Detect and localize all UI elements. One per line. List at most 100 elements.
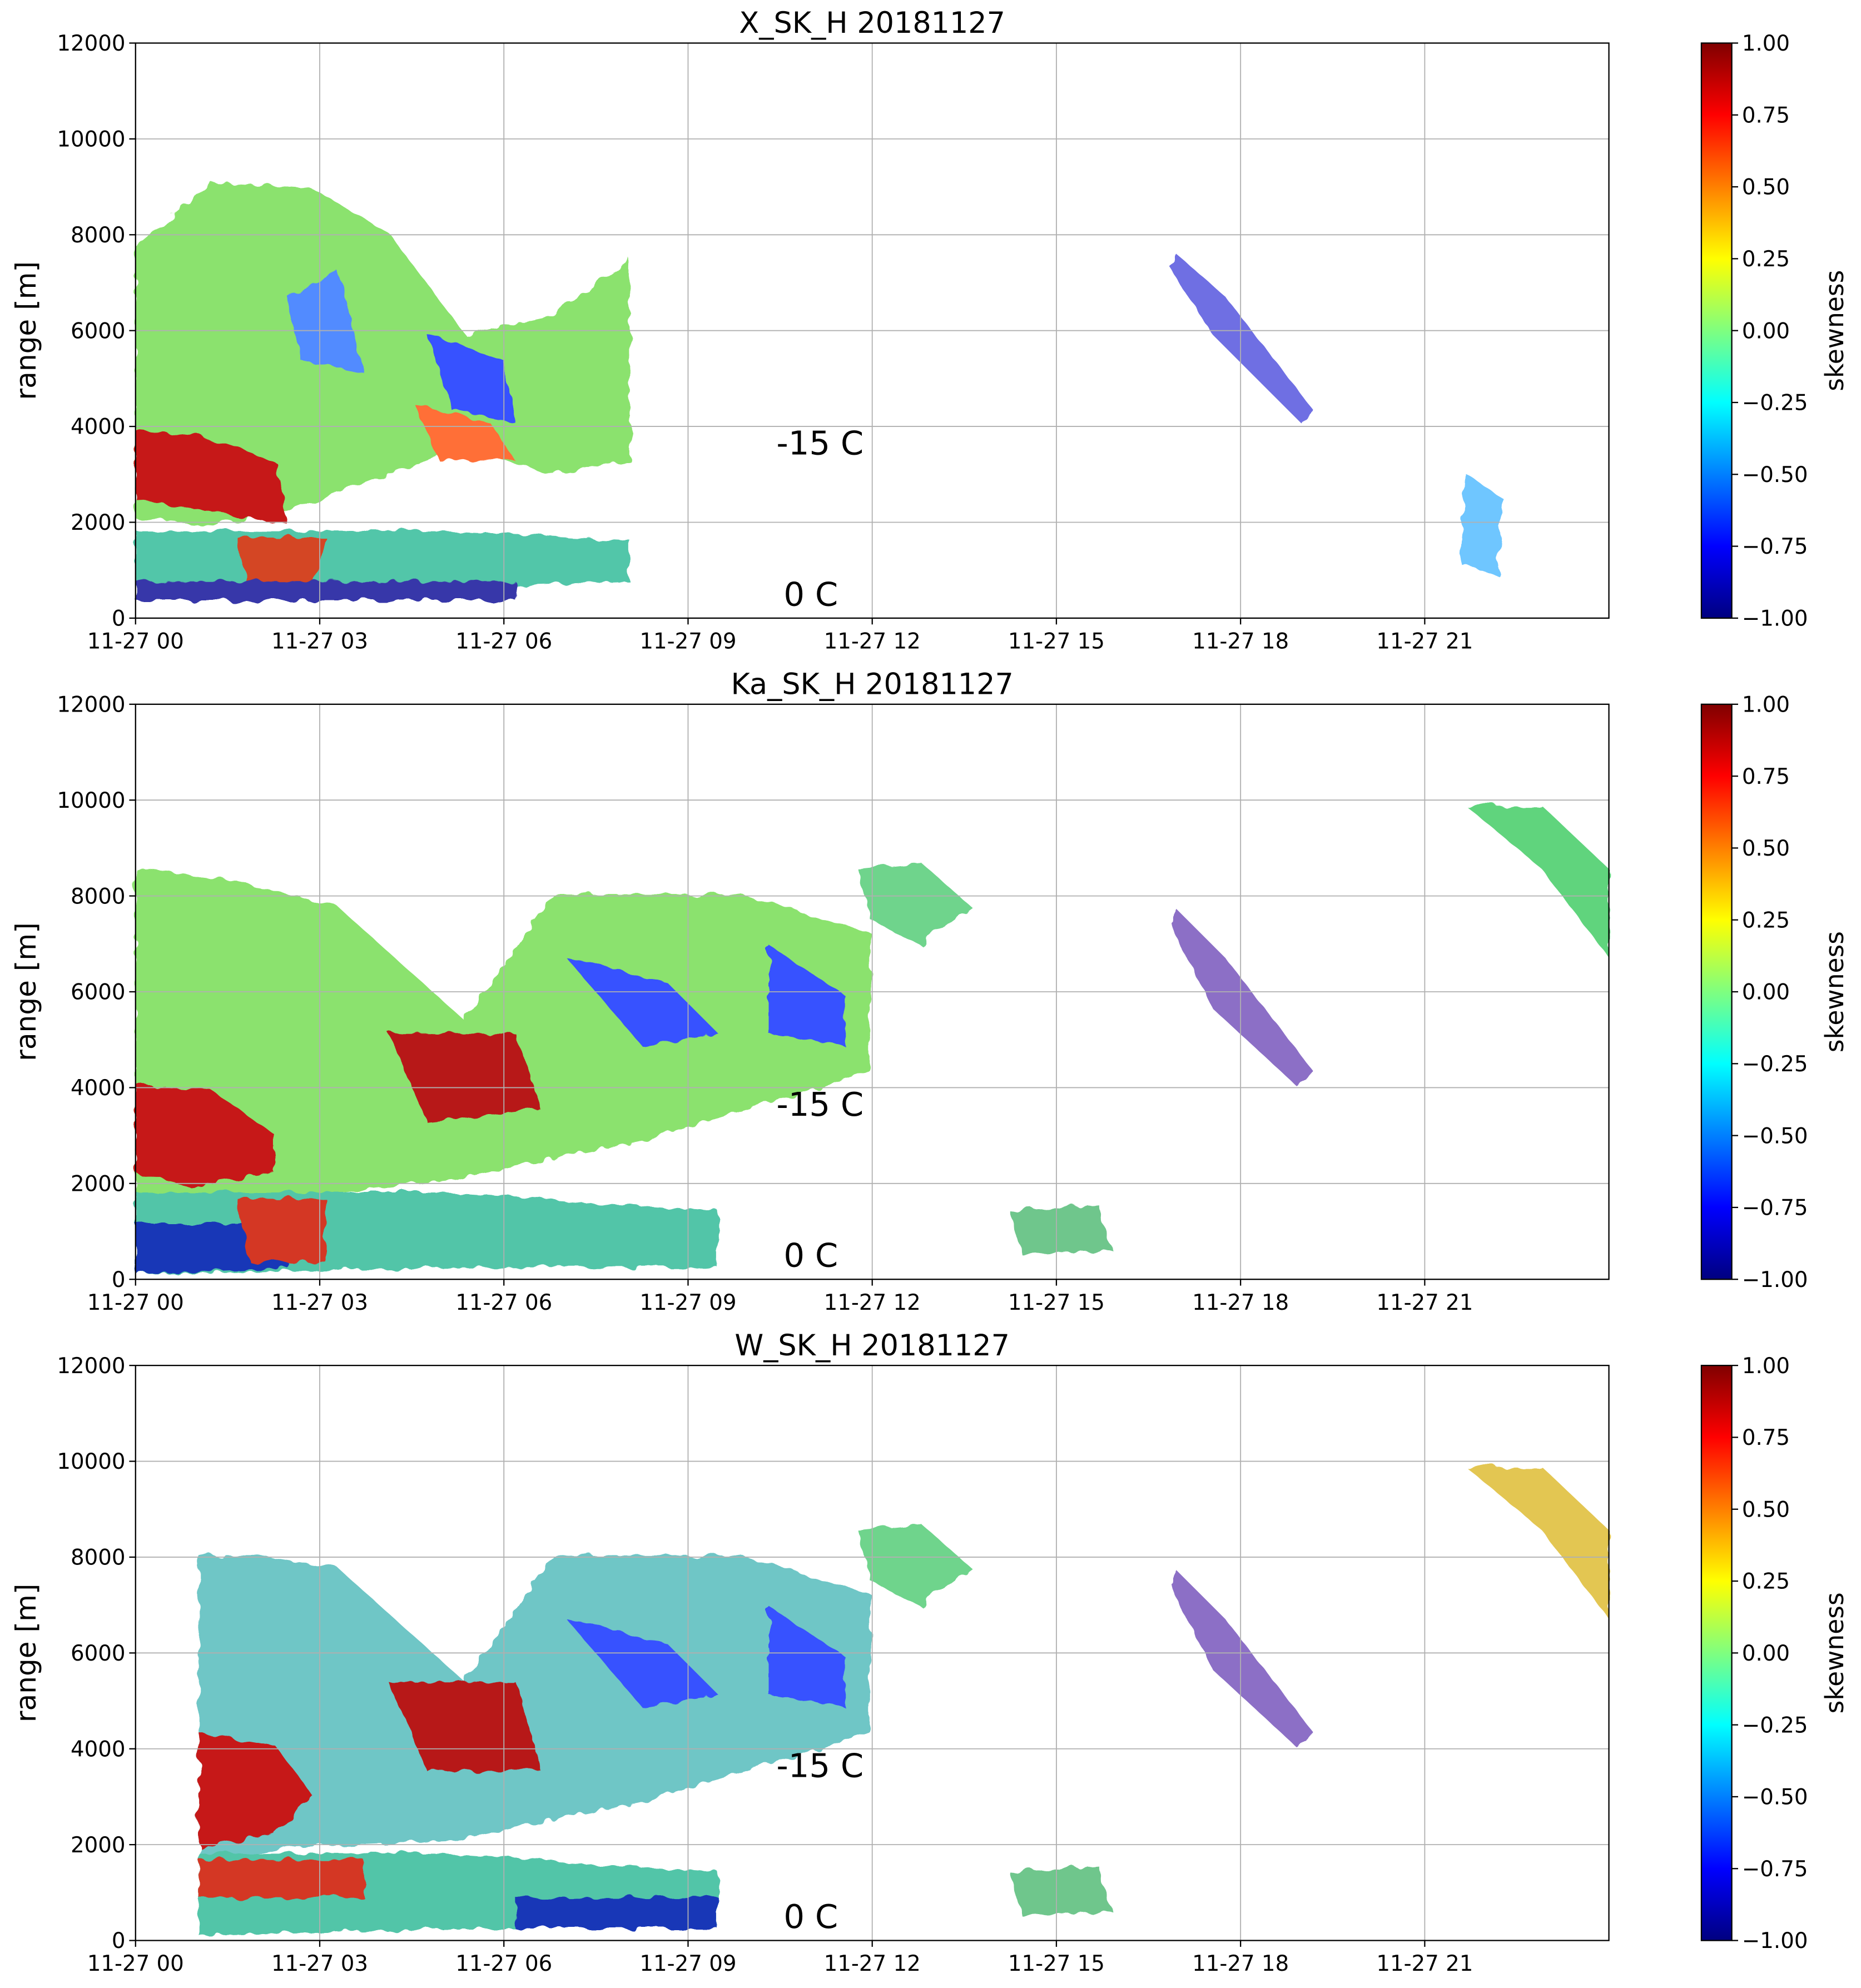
colorbar-tick-label: 0.25 bbox=[1742, 247, 1790, 272]
echo-region bbox=[1466, 1467, 1609, 1619]
echo-region bbox=[135, 1084, 275, 1186]
colorbar-tick-label: −1.00 bbox=[1742, 1929, 1808, 1954]
plot-frame bbox=[135, 703, 1610, 1280]
y-tick-label: 4000 bbox=[71, 1737, 126, 1762]
colorbar-tick-label: −0.25 bbox=[1742, 1052, 1808, 1077]
x-tick-label: 11-27 12 bbox=[824, 1290, 921, 1315]
y-tick-label: 10000 bbox=[57, 1449, 125, 1474]
isotherm-label: 0 C bbox=[783, 1897, 838, 1936]
x-tick-label: 11-27 12 bbox=[824, 1951, 921, 1976]
colorbar-tick-label: 0.50 bbox=[1742, 836, 1790, 861]
y-tick-label: 12000 bbox=[57, 692, 125, 717]
colorbar-tick-label: 0.00 bbox=[1742, 1641, 1790, 1666]
colorbar-tick-label: 1.00 bbox=[1742, 31, 1790, 56]
echo-layer bbox=[198, 1467, 1609, 1936]
echo-region bbox=[135, 581, 516, 600]
x-tick-label: 11-27 06 bbox=[455, 1951, 552, 1976]
y-tick-label: 6000 bbox=[71, 980, 126, 1005]
y-tick-label: 6000 bbox=[71, 1641, 126, 1666]
y-tick-label: 8000 bbox=[71, 1545, 126, 1570]
y-axis-label: range [m] bbox=[9, 922, 42, 1061]
y-tick-label: 0 bbox=[112, 1929, 126, 1954]
echo-region bbox=[769, 1606, 845, 1708]
x-tick-label: 11-27 12 bbox=[824, 629, 921, 654]
y-tick-label: 2000 bbox=[71, 1171, 126, 1196]
echo-region bbox=[389, 1033, 541, 1122]
isotherm-label: 0 C bbox=[783, 1236, 838, 1275]
echo-region bbox=[287, 271, 364, 372]
y-tick-label: 4000 bbox=[71, 1076, 126, 1101]
y-tick-label: 6000 bbox=[71, 319, 126, 344]
panel: 11-27 00 11-27 03 11-27 06 11-27 09 11-27 12… bbox=[9, 6, 1849, 654]
panel: 11-27 00 11-27 03 11-27 06 11-27 09 11-27 12… bbox=[9, 1329, 1849, 1976]
colorbar-tick-label: 1.00 bbox=[1742, 692, 1790, 717]
colorbar-tick-label: 0.75 bbox=[1742, 764, 1790, 789]
x-tick-label: 11-27 06 bbox=[455, 1290, 552, 1315]
echo-region bbox=[198, 1732, 313, 1847]
colorbar bbox=[1700, 703, 1733, 1280]
colorbar-tick-label: 0.25 bbox=[1742, 1569, 1790, 1594]
isotherm-label: 0 C bbox=[783, 575, 838, 613]
y-tick-label: 0 bbox=[112, 607, 126, 632]
plot-frame bbox=[135, 1365, 1610, 1941]
echo-region bbox=[1009, 1866, 1111, 1917]
y-axis-label: range [m] bbox=[9, 261, 42, 400]
echo-region bbox=[566, 1618, 718, 1708]
chart-title: X_SK_H 20181127 bbox=[739, 6, 1005, 40]
colorbar-tick-label: 1.00 bbox=[1742, 1354, 1790, 1379]
echo-layer bbox=[135, 182, 1504, 600]
y-axis-label: range [m] bbox=[9, 1584, 42, 1723]
echo-region bbox=[566, 957, 718, 1046]
echo-region bbox=[426, 334, 516, 424]
echo-region bbox=[1009, 1204, 1111, 1255]
x-tick-label: 11-27 00 bbox=[87, 629, 184, 654]
echo-region bbox=[198, 1859, 364, 1898]
x-tick-label: 11-27 21 bbox=[1376, 1290, 1473, 1315]
colorbar-tick-label: −0.25 bbox=[1742, 1713, 1808, 1738]
isotherm-label: -15 C bbox=[776, 424, 863, 463]
colorbar-tick-label: −0.75 bbox=[1742, 534, 1808, 559]
y-tick-label: 0 bbox=[112, 1268, 126, 1293]
y-tick-label: 10000 bbox=[57, 127, 125, 152]
echo-region bbox=[1459, 474, 1504, 575]
panel: 11-27 00 11-27 03 11-27 06 11-27 09 11-27 12… bbox=[9, 668, 1849, 1315]
colorbar-label: skewness bbox=[1820, 1592, 1849, 1713]
echo-region bbox=[414, 404, 516, 461]
colorbar bbox=[1700, 42, 1733, 619]
echo-region bbox=[135, 429, 288, 525]
y-tick-label: 2000 bbox=[71, 510, 126, 535]
x-tick-label: 11-27 03 bbox=[271, 1290, 368, 1315]
x-tick-label: 11-27 09 bbox=[639, 1290, 736, 1315]
y-tick-label: 12000 bbox=[57, 1354, 125, 1379]
colorbar-tick-label: −0.75 bbox=[1742, 1196, 1808, 1221]
y-tick-label: 10000 bbox=[57, 788, 125, 813]
echo-region bbox=[237, 537, 326, 594]
x-tick-label: 11-27 09 bbox=[639, 1951, 736, 1976]
x-tick-label: 11-27 06 bbox=[455, 629, 552, 654]
x-tick-label: 11-27 15 bbox=[1008, 1290, 1105, 1315]
colorbar-tick-label: −0.50 bbox=[1742, 1785, 1808, 1810]
x-tick-label: 11-27 15 bbox=[1008, 1951, 1105, 1976]
colorbar-tick-label: 0.00 bbox=[1742, 319, 1790, 344]
colorbar-tick-label: 0.75 bbox=[1742, 103, 1790, 128]
echo-region bbox=[135, 182, 630, 525]
y-tick-label: 12000 bbox=[57, 31, 125, 56]
colorbar-label: skewness bbox=[1820, 270, 1849, 391]
y-tick-label: 4000 bbox=[71, 415, 126, 440]
chart-title: Ka_SK_H 20181127 bbox=[731, 668, 1014, 702]
x-tick-label: 11-27 21 bbox=[1376, 629, 1473, 654]
colorbar-tick-label: −0.75 bbox=[1742, 1857, 1808, 1882]
x-tick-label: 11-27 18 bbox=[1192, 1951, 1289, 1976]
echo-region bbox=[198, 1555, 871, 1866]
colorbar-tick-label: −0.50 bbox=[1742, 463, 1808, 488]
colorbar-tick-label: 0.75 bbox=[1742, 1425, 1790, 1450]
colorbar-tick-label: −0.25 bbox=[1742, 391, 1808, 416]
echo-region bbox=[237, 1198, 326, 1262]
plot-frame bbox=[135, 42, 1610, 619]
colorbar-tick-label: −0.50 bbox=[1742, 1124, 1808, 1149]
x-tick-label: 11-27 03 bbox=[271, 629, 368, 654]
echo-region bbox=[1466, 806, 1609, 958]
y-tick-label: 8000 bbox=[71, 223, 126, 248]
x-tick-label: 11-27 00 bbox=[87, 1951, 184, 1976]
